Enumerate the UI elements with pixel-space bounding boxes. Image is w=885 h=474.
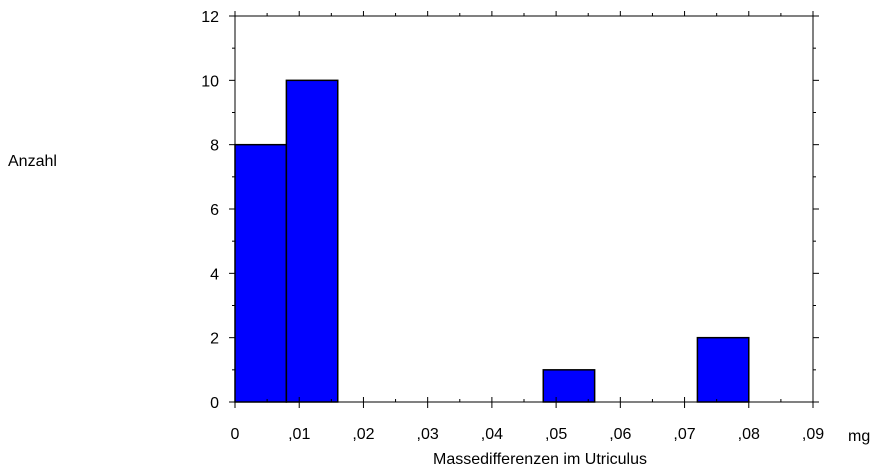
y-tick-label: 8: [210, 138, 219, 155]
x-tick-label: 0: [231, 426, 240, 443]
x-tick-label: ,05: [545, 426, 567, 443]
x-tick-label: ,04: [481, 426, 503, 443]
x-axis-label: Massedifferenzen im Utriculus: [433, 451, 647, 468]
histogram-bar-0: [234, 143, 288, 403]
y-axis-label: Anzahl: [8, 153, 57, 170]
y-tick-label: 4: [210, 266, 219, 283]
x-tick-label: ,08: [738, 426, 760, 443]
x-tick-label: ,02: [352, 426, 374, 443]
x-tick-label: ,06: [609, 426, 631, 443]
y-tick-label: 10: [201, 73, 219, 90]
y-tick-label: 0: [210, 395, 219, 412]
y-tick-label: 6: [210, 202, 219, 219]
x-unit-label: mg: [848, 428, 870, 445]
x-tick-label: ,07: [673, 426, 695, 443]
histogram-bar-3: [696, 336, 750, 403]
histogram-bar-1: [285, 79, 339, 403]
histogram-bar-2: [542, 369, 596, 403]
y-tick-label: 2: [210, 331, 219, 348]
x-tick-label: ,03: [417, 426, 439, 443]
y-tick-label: 12: [201, 9, 219, 26]
x-tick-label: ,09: [802, 426, 824, 443]
x-tick-label: ,01: [288, 426, 310, 443]
